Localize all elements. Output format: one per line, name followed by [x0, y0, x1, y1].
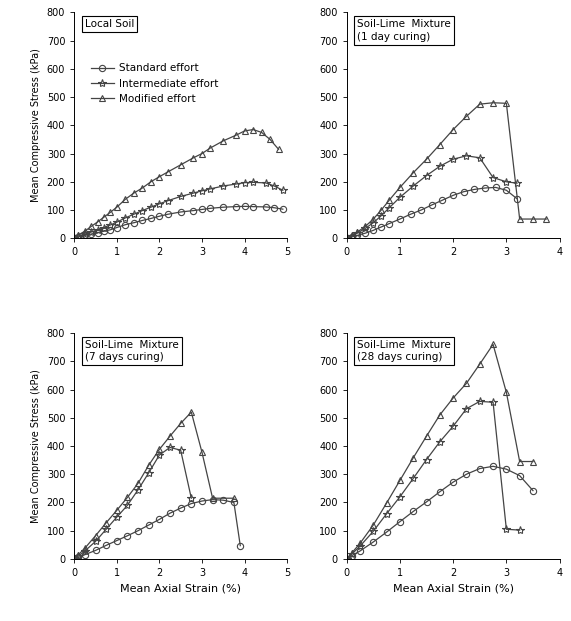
X-axis label: Mean Axial Strain (%): Mean Axial Strain (%) — [393, 584, 514, 594]
Legend: Standard effort, Intermediate effort, Modified effort: Standard effort, Intermediate effort, Mo… — [86, 58, 224, 109]
Text: Local Soil: Local Soil — [85, 19, 134, 29]
Text: Soil-Lime  Mixture
(28 days curing): Soil-Lime Mixture (28 days curing) — [357, 340, 451, 362]
X-axis label: Mean Axial Strain (%): Mean Axial Strain (%) — [120, 584, 241, 594]
Text: Soil-Lime  Mixture
(1 day curing): Soil-Lime Mixture (1 day curing) — [357, 19, 451, 42]
Y-axis label: Mean Compressive Stress (kPa): Mean Compressive Stress (kPa) — [31, 369, 41, 523]
Y-axis label: Mean Compressive Stress (kPa): Mean Compressive Stress (kPa) — [31, 48, 41, 202]
Text: Soil-Lime  Mixture
(7 days curing): Soil-Lime Mixture (7 days curing) — [85, 340, 179, 362]
